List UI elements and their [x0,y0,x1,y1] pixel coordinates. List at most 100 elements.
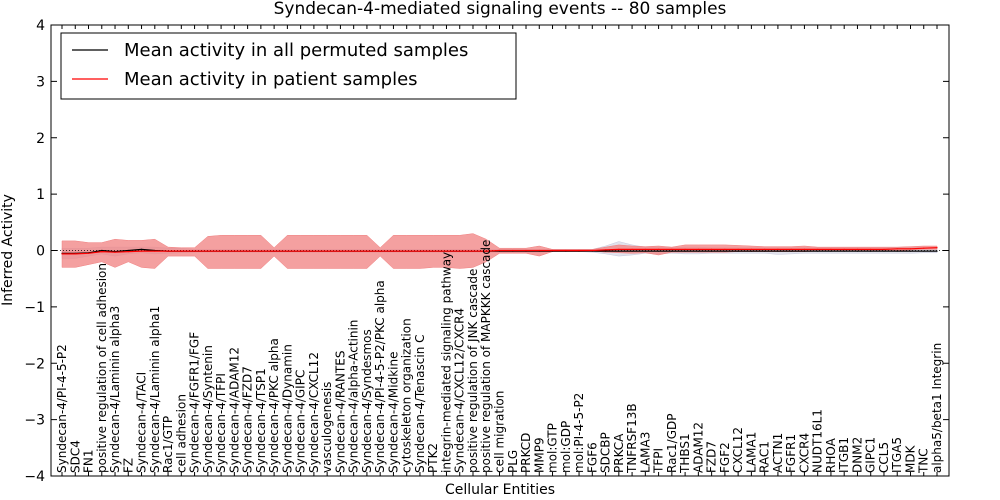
point-permuted-63 [896,250,898,252]
y-tick-label: 1 [36,187,45,203]
point-permuted-42 [618,250,620,252]
point-permuted-51 [737,250,739,252]
x-tick-label: FGF2 [718,442,732,473]
point-permuted-62 [883,250,885,252]
point-patient-56 [803,248,806,250]
x-tick-label: positive regulation of cell adhesion [95,263,109,473]
y-tick-label: −1 [24,300,45,316]
x-tick-label: Syndecan-4/Tenascin C [413,334,427,473]
point-patient-12 [220,250,222,252]
x-tick-label: cell migration [493,391,507,473]
point-patient-40 [591,249,593,252]
point-patient-55 [790,248,792,250]
point-patient-60 [856,248,859,250]
point-patient-43 [631,248,633,250]
point-permuted-52 [750,250,753,252]
x-tick-label: Rac1/GDP [665,414,679,473]
legend: Mean activity in all permuted samples Me… [60,32,517,100]
point-patient-35 [525,249,527,252]
point-permuted-65 [923,250,925,252]
point-permuted-5 [127,249,129,252]
legend-label-patient: Mean activity in patient samples [124,69,418,90]
point-patient-37 [551,249,554,252]
point-patient-6 [140,250,143,252]
point-permuted-45 [658,250,660,252]
x-tick-label: cell adhesion [174,394,188,473]
point-patient-61 [870,248,872,250]
point-patient-52 [750,248,753,250]
point-patient-14 [247,250,249,252]
point-patient-48 [697,248,700,250]
x-tick-label: RHOA [824,437,838,473]
point-permuted-54 [777,250,779,252]
point-patient-10 [194,250,196,252]
point-patient-41 [605,249,607,251]
x-tick-label: MMP9 [532,437,546,473]
point-patient-11 [207,250,209,252]
point-patient-36 [538,249,540,252]
point-permuted-50 [724,250,726,252]
point-permuted-43 [631,250,633,252]
x-tick-label: ITGA5 [890,437,904,473]
point-permuted-46 [671,250,673,252]
point-patient-63 [896,248,898,250]
x-tick-label: alpha5/beta1 Integrin [930,343,944,473]
point-permuted-57 [817,250,819,252]
x-tick-label: Syndecan-4/CXCL12 [307,352,321,473]
x-tick-label: SDCBP [599,432,613,473]
x-axis-label: Cellular Entities [445,482,555,498]
x-tick-label: FGF6 [585,442,599,473]
y-tick-label: 0 [36,244,45,260]
point-patient-34 [512,249,514,252]
point-patient-19 [313,250,315,252]
point-permuted-53 [764,250,766,252]
x-tick-label: Syndecan-4/PKC alpha [267,338,281,473]
point-permuted-64 [909,250,912,252]
x-tick-label: Syndecan-4/TACI [135,372,149,473]
point-patient-33 [498,249,501,252]
x-tick-label: ITGB1 [837,437,851,473]
point-patient-5 [127,251,129,253]
x-tick-label: Syndecan-4/FZD7 [241,366,255,473]
x-tick-label: PRKCA [612,433,626,473]
x-tick-label: FN1 [82,449,96,473]
x-tick-label: Syndecan-4/Dynamin [280,344,294,473]
point-patient-47 [684,248,686,250]
point-patient-42 [618,248,620,250]
x-tick-label: Rac1/GTP [161,416,175,473]
x-tick-label: NUDT16L1 [811,409,825,473]
point-patient-54 [777,248,779,250]
x-tick-label: PTK2 [426,443,440,473]
point-patient-53 [764,248,766,250]
point-patient-30 [459,250,461,252]
x-tick-label: positive regulation of JNK cascade [466,269,480,473]
x-tick-label: LAMA3 [638,432,652,473]
point-patient-31 [472,250,474,252]
point-patient-4 [114,251,116,253]
x-tick-label: FZD7 [705,441,719,473]
x-tick-label: Syndecan-4/Syntenin [201,345,215,473]
x-tick-label: Syndecan-4/GIPC [294,370,308,473]
point-permuted-60 [856,250,859,252]
point-patient-13 [233,250,235,252]
x-tick-label: FZ [121,458,135,473]
x-tick-label: SDC4 [68,440,82,473]
point-permuted-3 [101,249,103,252]
point-patient-45 [658,248,660,250]
y-tick-label: −4 [24,469,45,485]
point-patient-8 [167,250,169,252]
x-tick-label: Syndecan-4/CXCL12/CXCR4 [453,308,467,473]
point-patient-0 [61,253,63,255]
point-patient-3 [101,251,103,253]
x-tick-label: Syndecan-4/ADAM12 [227,347,241,473]
point-permuted-49 [711,250,713,252]
x-tick-label: TNFRSF13B [625,403,639,474]
point-patient-29 [445,250,448,252]
x-tick-label: CXCL12 [731,427,745,473]
point-patient-64 [909,248,912,250]
point-patient-49 [711,248,713,250]
legend-label-permuted: Mean activity in all permuted samples [124,40,468,61]
x-tick-label: ADAM12 [691,422,705,473]
point-patient-25 [392,250,394,252]
point-patient-26 [406,250,408,252]
